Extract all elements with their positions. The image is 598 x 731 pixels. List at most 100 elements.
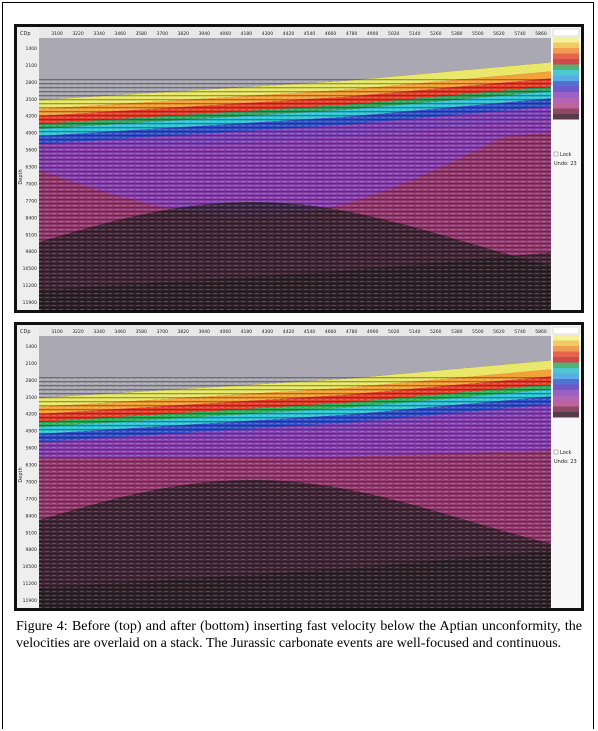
legend-swatch (553, 340, 579, 346)
legend-swatch (553, 64, 579, 70)
cdp-label: 5500 (472, 31, 484, 37)
legend-swatch (553, 97, 579, 103)
depth-label: 9800 (26, 249, 38, 255)
depth-axis-label: Depth (18, 467, 24, 482)
undo-label: Undo: 23 (554, 459, 577, 465)
cdp-label: 4540 (304, 329, 316, 335)
legend-swatch (553, 362, 579, 368)
cdp-label: 3820 (178, 31, 190, 37)
cdp-label: 3340 (93, 31, 105, 37)
cdp-label: 5620 (493, 329, 505, 335)
legend-header (552, 326, 580, 335)
cdp-label: 5020 (388, 329, 400, 335)
depth-label: 2800 (26, 80, 38, 86)
depth-axis-label: Depth (18, 169, 24, 184)
legend-swatch (553, 59, 579, 65)
depth-label: 10500 (23, 266, 37, 272)
depth-label: 2100 (26, 361, 38, 367)
cdp-label: 5380 (451, 329, 463, 335)
legend-header (552, 28, 580, 37)
reflector-texture (39, 78, 551, 310)
legend-swatch (553, 406, 579, 412)
legend-swatch (553, 346, 579, 352)
lock-checkbox (553, 151, 559, 157)
cdp-label: 5500 (472, 329, 484, 335)
cdp-label: 4900 (367, 329, 379, 335)
depth-label: 9100 (26, 232, 38, 238)
legend-swatch (553, 373, 579, 379)
cdp-label: 4300 (262, 31, 274, 37)
depth-label: 8400 (26, 215, 38, 221)
legend-swatch (553, 75, 579, 81)
depth-label: 3500 (26, 395, 38, 401)
legend-swatch (553, 53, 579, 59)
cdp-label: 5140 (409, 31, 421, 37)
depth-label: 5600 (26, 148, 38, 154)
depth-label: 7000 (26, 479, 38, 485)
cdp-label: 5740 (514, 329, 526, 335)
cdp-label: 3460 (114, 31, 126, 37)
cdp-label: 4180 (241, 31, 253, 37)
depth-label: 9100 (26, 530, 38, 536)
legend-swatch (553, 357, 579, 363)
depth-label: 5600 (26, 446, 38, 452)
legend-swatch (553, 395, 579, 401)
depth-label: 1400 (26, 344, 38, 350)
cdp-label: 4060 (220, 31, 232, 37)
cdp-label: 4660 (325, 31, 337, 37)
cdp-label: 3820 (178, 329, 190, 335)
depth-label: 11900 (23, 598, 37, 604)
legend-swatch (553, 103, 579, 109)
cdp-label: 5260 (430, 31, 442, 37)
cdp-label: 5740 (514, 31, 526, 37)
depth-label: 11900 (23, 300, 37, 306)
cdp-label: 5620 (493, 31, 505, 37)
seismic-panel: CDp 3100 3220 3340 3460 3580 3700 3820 3940 4060 4… (14, 322, 584, 611)
legend-swatch (553, 114, 579, 120)
left-axis (17, 325, 39, 608)
legend-swatch (553, 351, 579, 357)
depth-label: 8400 (26, 513, 38, 519)
cdp-label: 3100 (51, 329, 63, 335)
cdp-label: 3580 (135, 329, 147, 335)
legend-swatch (553, 401, 579, 407)
legend-swatch (553, 390, 579, 396)
depth-label: 1400 (26, 46, 38, 52)
cdp-label: 3940 (199, 329, 211, 335)
cdp-label: 4420 (283, 329, 295, 335)
figure-caption: Figure 4: Before (top) and after (bottom… (16, 619, 582, 651)
cdp-label: 5380 (451, 31, 463, 37)
cdp-label: 5860 (535, 31, 547, 37)
left-axis (17, 27, 39, 310)
cdp-label: 4420 (283, 31, 295, 37)
seismic-figure: CDp 3100 3220 3340 3460 3580 3700 3820 3940 4060 4… (17, 27, 581, 310)
cdp-label: 4060 (220, 329, 232, 335)
cdp-label: 4300 (262, 329, 274, 335)
cdp-label: 4180 (241, 329, 253, 335)
legend-swatch (553, 86, 579, 92)
depth-label: 2100 (26, 63, 38, 69)
lock-label: Lock (560, 152, 572, 158)
depth-label: 10500 (23, 564, 37, 570)
legend-swatch (553, 42, 579, 48)
cdp-label: 3460 (114, 329, 126, 335)
cdp-label: 4780 (346, 31, 358, 37)
depth-label: 6300 (26, 165, 38, 171)
seismic-image (39, 336, 551, 608)
depth-label: 7000 (26, 181, 38, 187)
cdp-label: 3220 (72, 31, 84, 37)
cdp-label: 3340 (93, 329, 105, 335)
cdp-label: 4660 (325, 329, 337, 335)
cdp-label: 5020 (388, 31, 400, 37)
seismic-panel: CDp 3100 3220 3340 3460 3580 3700 3820 3940 4060 4… (14, 24, 584, 313)
cdp-label: 4900 (367, 31, 379, 37)
legend-swatch (553, 379, 579, 385)
cdp-label: 3700 (156, 329, 168, 335)
legend-swatch (553, 92, 579, 98)
depth-label: 4200 (26, 114, 38, 120)
cdp-label: 3700 (156, 31, 168, 37)
cdp-label: 3940 (199, 31, 211, 37)
depth-label: 11200 (23, 283, 37, 289)
depth-label: 4900 (26, 131, 38, 137)
